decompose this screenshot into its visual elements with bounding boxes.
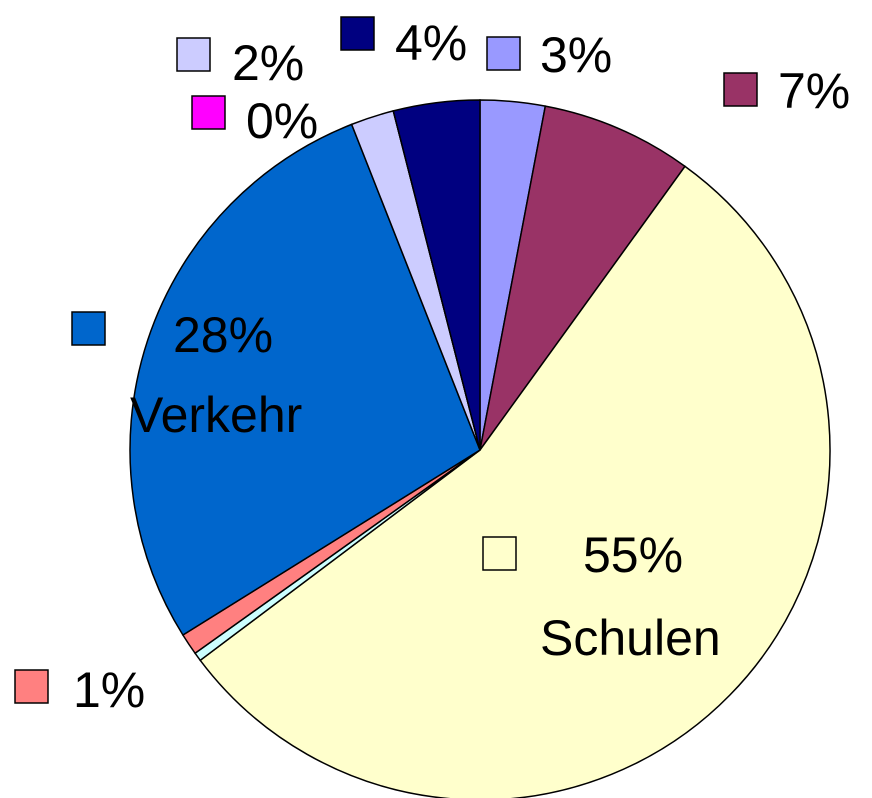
category-label: Verkehr [130,387,302,443]
legend-key [71,311,106,346]
legend-key [340,16,375,51]
data-label: 55% [583,527,683,583]
legend-key [482,536,517,571]
legend-key [14,669,49,704]
data-label: 2% [232,35,304,91]
pie-slice [199,165,831,798]
legend-key [176,37,211,72]
data-label: 0% [246,93,318,149]
pie-slice [129,123,481,637]
data-label: 4% [395,15,467,71]
pie-slice [392,99,481,451]
data-label: 1% [73,662,145,718]
data-label: 28% [173,307,273,363]
data-label: 7% [778,63,850,119]
pie-slice [479,105,687,451]
legend-key [486,36,521,71]
category-label: Schulen [540,610,721,666]
legend-key [723,72,758,107]
data-label: 3% [540,27,612,83]
legend-key [191,95,226,130]
